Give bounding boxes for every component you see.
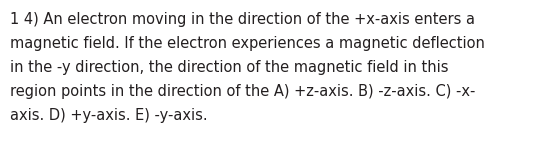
Text: in the -y direction, the direction of the magnetic field in this: in the -y direction, the direction of th…: [10, 60, 449, 75]
Text: axis. D) +y-axis. E) -y-axis.: axis. D) +y-axis. E) -y-axis.: [10, 108, 208, 123]
Text: 1 4) An electron moving in the direction of the +x-axis enters a: 1 4) An electron moving in the direction…: [10, 12, 475, 27]
Text: region points in the direction of the A) +z-axis. B) -z-axis. C) -x-: region points in the direction of the A)…: [10, 84, 475, 99]
Text: magnetic field. If the electron experiences a magnetic deflection: magnetic field. If the electron experien…: [10, 36, 485, 51]
